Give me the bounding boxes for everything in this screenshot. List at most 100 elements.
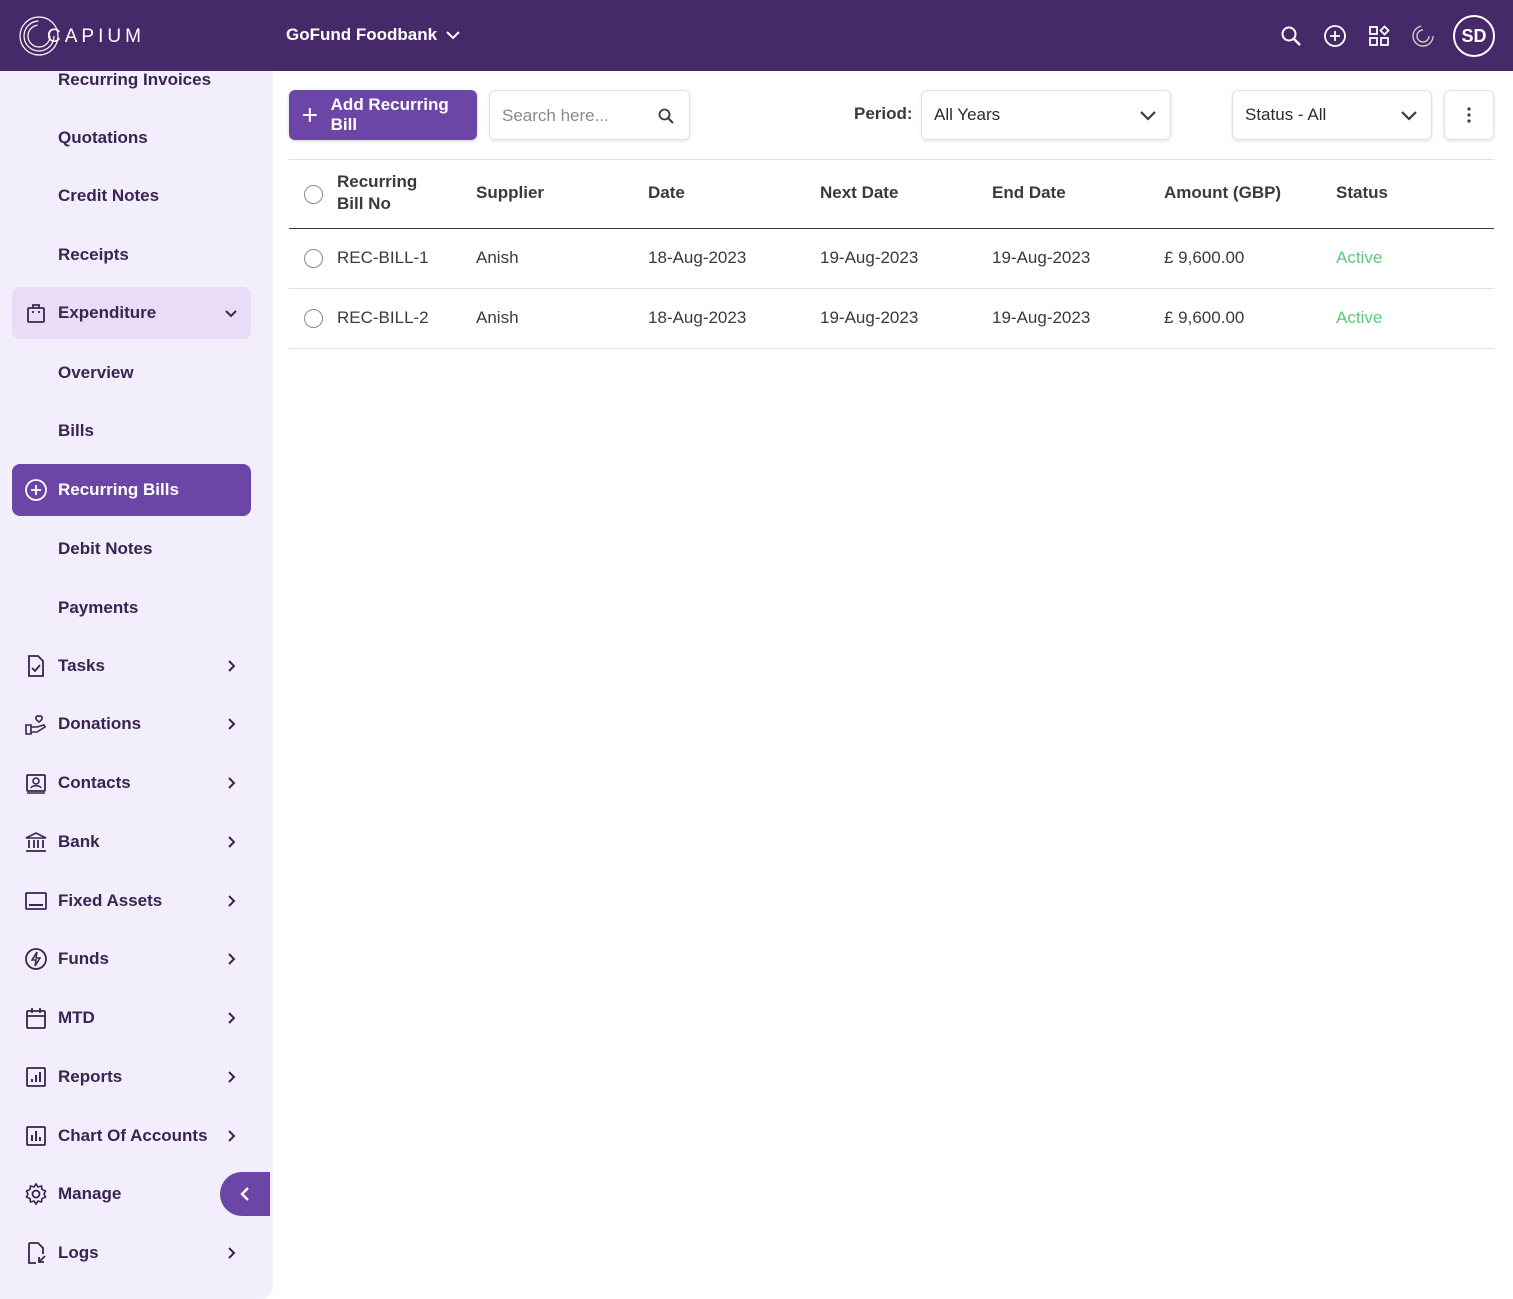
global-search-button[interactable] <box>1269 14 1313 58</box>
sidebar-item-label: Receipts <box>58 245 129 264</box>
select-all-checkbox[interactable] <box>304 185 323 204</box>
capium-c-icon <box>1412 25 1434 47</box>
status-badge: Active <box>1336 308 1383 327</box>
status-select-value: Status - All <box>1245 105 1327 124</box>
sidebar-item-fixed-assets[interactable]: Fixed Assets <box>12 875 251 927</box>
sidebar-item-credit-notes[interactable]: Credit Notes <box>12 170 251 222</box>
cell-bill-no[interactable]: REC-BILL-2 <box>337 308 429 327</box>
funds-icon <box>25 948 47 970</box>
period-label: Period: <box>854 104 913 123</box>
capium-apps-button[interactable] <box>1401 14 1445 58</box>
cell-next-date: 19-Aug-2023 <box>820 248 919 267</box>
organization-name: GoFund Foodbank <box>286 25 438 44</box>
header-date[interactable]: Date <box>648 183 685 202</box>
sidebar-item-overview[interactable]: Overview <box>12 347 251 399</box>
contacts-icon <box>26 774 46 794</box>
more-options-button[interactable] <box>1444 90 1494 140</box>
sidebar-item-mtd[interactable]: MTD <box>12 992 251 1044</box>
capium-logo[interactable]: CAPIUM <box>18 15 141 57</box>
search-icon[interactable] <box>657 107 675 125</box>
header-recurring-bill-no[interactable]: Recurring Bill No <box>337 172 418 213</box>
sidebar-item-reports[interactable]: Reports <box>12 1051 251 1103</box>
search-icon <box>1281 26 1301 46</box>
sidebar-item-label: Chart Of Accounts <box>58 1126 208 1145</box>
sidebar-item-label: MTD <box>58 1008 95 1027</box>
cell-amount: £ 9,600.00 <box>1164 308 1245 327</box>
cell-end-date: 19-Aug-2023 <box>992 308 1091 327</box>
cell-supplier: Anish <box>476 308 519 327</box>
sidebar-item-receipts[interactable]: Receipts <box>12 229 251 281</box>
header-next-date[interactable]: Next Date <box>820 183 899 202</box>
chevron-right-icon <box>228 836 236 848</box>
more-vertical-icon <box>1467 107 1471 123</box>
sidebar-item-label: Recurring Invoices <box>58 71 212 89</box>
table-row[interactable]: REC-BILL-1 Anish 18-Aug-2023 19-Aug-2023… <box>289 229 1494 289</box>
row-checkbox[interactable] <box>304 309 323 328</box>
sidebar-item-label: Expenditure <box>58 303 157 322</box>
header-end-date[interactable]: End Date <box>992 183 1066 202</box>
cell-date: 18-Aug-2023 <box>648 308 747 327</box>
top-bar: CAPIUM GoFund Foodbank SD <box>0 0 1513 71</box>
header-supplier[interactable]: Supplier <box>476 183 545 202</box>
chevron-right-icon <box>228 953 236 965</box>
apps-button[interactable] <box>1357 14 1401 58</box>
sidebar-item-debit-notes[interactable]: Debit Notes <box>12 523 251 575</box>
sidebar-item-label: Logs <box>58 1243 99 1262</box>
capium-logo-mark-icon <box>19 16 59 56</box>
plus-icon <box>302 108 317 122</box>
row-checkbox[interactable] <box>304 249 323 268</box>
organization-switcher[interactable]: GoFund Foodbank <box>286 25 461 45</box>
cell-next-date: 19-Aug-2023 <box>820 308 919 327</box>
table-row[interactable]: REC-BILL-2 Anish 18-Aug-2023 19-Aug-2023… <box>289 289 1494 349</box>
sidebar-item-bank[interactable]: Bank <box>12 816 251 868</box>
quick-add-button[interactable] <box>1313 14 1357 58</box>
user-avatar[interactable]: SD <box>1453 15 1495 57</box>
chevron-right-icon <box>228 777 236 789</box>
chevron-right-icon <box>228 1247 236 1259</box>
calendar-icon <box>26 1008 46 1029</box>
sidebar-item-tasks[interactable]: Tasks <box>12 640 251 692</box>
sidebar-item-recurring-invoices[interactable]: Recurring Invoices <box>12 71 251 106</box>
add-recurring-bill-label: Add Recurring Bill <box>330 95 449 134</box>
sidebar-item-logs[interactable]: Logs <box>12 1227 251 1279</box>
chevron-left-icon <box>240 1187 249 1201</box>
sidebar-item-chart-of-accounts[interactable]: Chart Of Accounts <box>12 1110 251 1162</box>
sidebar-item-contacts[interactable]: Contacts <box>12 757 251 809</box>
collapse-sidebar-button[interactable] <box>220 1172 270 1216</box>
header-status[interactable]: Status <box>1336 183 1388 202</box>
sidebar-item-label: Credit Notes <box>58 186 160 205</box>
sidebar-item-payments[interactable]: Payments <box>12 582 251 634</box>
sidebar-item-label: Debit Notes <box>58 539 153 558</box>
sidebar-item-expenditure[interactable]: Expenditure <box>12 287 251 339</box>
status-badge: Active <box>1336 248 1383 267</box>
sidebar-item-funds[interactable]: Funds <box>12 933 251 985</box>
sidebar-item-bills[interactable]: Bills <box>12 405 251 457</box>
sidebar-item-label: Bills <box>58 421 94 440</box>
sidebar-item-recurring-bills[interactable]: Recurring Bills <box>12 464 251 516</box>
sidebar-item-donations[interactable]: Donations <box>12 698 251 750</box>
shopping-bag-icon <box>27 304 45 323</box>
sidebar-item-label: Bank <box>58 832 100 851</box>
sidebar-item-quotations[interactable]: Quotations <box>12 112 251 164</box>
cell-bill-no[interactable]: REC-BILL-1 <box>337 248 429 267</box>
search-input[interactable] <box>502 103 652 129</box>
sidebar-item-manage[interactable]: Manage <box>12 1168 251 1220</box>
status-select[interactable]: Status - All <box>1232 90 1432 140</box>
logo-text: CAPIUM <box>47 26 145 47</box>
period-select[interactable]: All Years <box>921 90 1171 140</box>
task-icon <box>28 655 44 677</box>
sidebar-item-label: Quotations <box>58 128 148 147</box>
add-circle-icon <box>25 479 47 501</box>
logs-icon <box>28 1242 46 1264</box>
sidebar-item-label: Recurring Bills <box>58 480 179 499</box>
apps-grid-icon <box>1369 25 1390 46</box>
chevron-down-icon <box>1401 111 1417 121</box>
sidebar-item-label: Fixed Assets <box>58 891 163 910</box>
chevron-right-icon <box>228 895 236 907</box>
recurring-bills-table: Recurring Bill No Supplier Date Next Dat… <box>289 159 1494 349</box>
search-field[interactable] <box>489 90 690 140</box>
sidebar-item-label: Donations <box>58 714 142 733</box>
header-amount[interactable]: Amount (GBP) <box>1164 183 1282 202</box>
cell-end-date: 19-Aug-2023 <box>992 248 1091 267</box>
add-recurring-bill-button[interactable]: Add Recurring Bill <box>289 90 477 140</box>
